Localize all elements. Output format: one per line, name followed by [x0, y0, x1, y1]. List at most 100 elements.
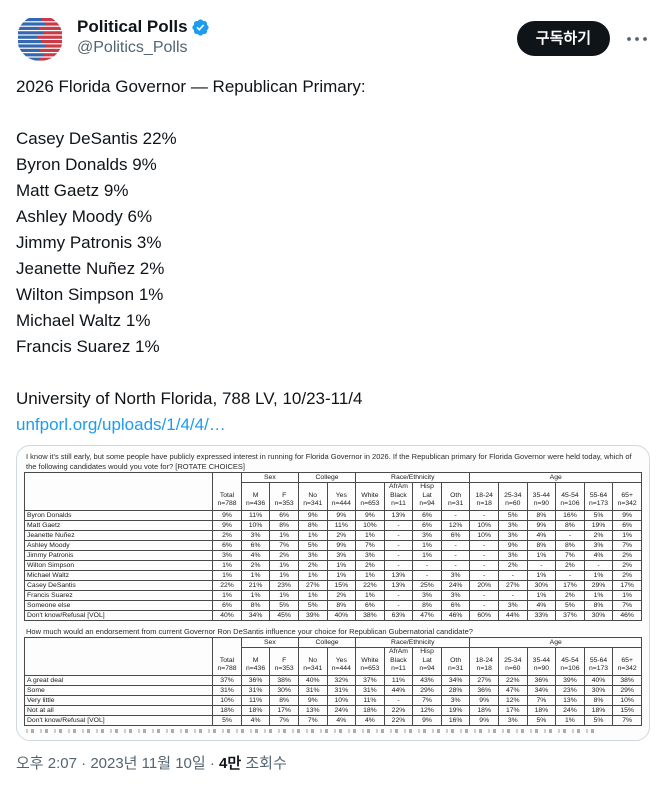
- separator-dot: ·: [81, 755, 87, 772]
- table-cell: Jimmy Patronis: [23, 549, 214, 561]
- table-cell: 23%: [555, 685, 585, 697]
- table-cell: 6%: [269, 509, 299, 521]
- table-cell: 12%: [440, 519, 471, 531]
- tweet-text-line: Wilton Simpson 1%: [16, 285, 164, 304]
- table-header-cell: Total n=788: [212, 637, 242, 677]
- table-row: Don't know/Refusal [VOL] 5% 4% 7% 7% 4% 4% 22% 9…: [23, 715, 642, 727]
- table-cell: -: [412, 559, 442, 571]
- table-cell: 5%: [212, 715, 242, 727]
- table-cell: 3%: [498, 519, 528, 531]
- table-cell: 7%: [355, 539, 385, 551]
- table-cell: -: [383, 589, 414, 601]
- table-cell: 15%: [326, 579, 357, 591]
- table-cell: 37%: [212, 675, 242, 687]
- table-cell: 1%: [412, 539, 442, 551]
- table-cell: 5%: [297, 539, 328, 551]
- avatar[interactable]: [16, 14, 64, 62]
- table-cell: -: [412, 569, 442, 581]
- poll-image-attachment[interactable]: I know it's still early, but some people…: [16, 445, 650, 741]
- table-cell: 1%: [297, 529, 328, 541]
- table-cell: 9%: [326, 509, 357, 521]
- table-header-cell: Age: [469, 472, 642, 483]
- table-cell: 8%: [326, 599, 357, 611]
- table-cell: -: [440, 549, 471, 561]
- table-cell: 3%: [412, 529, 442, 541]
- table-cell: 31%: [326, 685, 357, 697]
- table-cell: -: [498, 589, 528, 601]
- table-cell: 8%: [269, 519, 299, 531]
- tweet-post: Political Polls @Politics_Polls 구독하기 202…: [16, 14, 650, 772]
- table-cell: 20%: [469, 579, 499, 591]
- table-cell: 32%: [326, 675, 357, 687]
- table-cell: Don't know/Refusal [VOL]: [23, 609, 214, 621]
- table-row: Someone else 6% 8% 5% 5% 8% 6% -8% 6% -3% 4% 5% 8% 7%: [23, 599, 642, 611]
- table-cell: 8%: [526, 539, 557, 551]
- table-cell: 36%: [526, 675, 557, 687]
- table-cell: 4%: [355, 715, 385, 727]
- table-cell: 9%: [212, 509, 242, 521]
- table-cell: -: [469, 509, 499, 521]
- tweet-text-line: [16, 360, 650, 386]
- poll-source-link[interactable]: unfporl.org/uploads/1/4/4/…: [16, 415, 226, 434]
- table-cell: 3%: [498, 529, 528, 541]
- table-header-cell: 65+ n=342: [612, 482, 642, 511]
- table-row: Ashley Moody 6% 6% 7% 5% 9% 7% -1% - -9% 8% 8% 3% 7%: [23, 539, 642, 551]
- table-cell: 2%: [555, 589, 585, 601]
- post-date[interactable]: 2023년 11월 10일: [90, 755, 206, 772]
- table-cell: 17%: [612, 579, 642, 591]
- table-cell: 22%: [212, 579, 242, 591]
- table-cell: 46%: [612, 609, 642, 621]
- table-cell: 9%: [355, 509, 385, 521]
- table-header-cell: 35-44 n=90: [526, 647, 557, 677]
- political-polls-logo-icon: [17, 15, 63, 61]
- more-options-button[interactable]: [624, 33, 650, 45]
- table-cell: 27%: [297, 579, 328, 591]
- table-header-cell: Oth n=31: [440, 482, 471, 511]
- table-cell: 16%: [440, 715, 471, 727]
- table-cell: 2%: [326, 589, 357, 601]
- table-cell: 31%: [297, 685, 328, 697]
- table-cell: Someone else: [23, 599, 214, 611]
- table-cell: 7%: [269, 539, 299, 551]
- table-header-cell: [23, 637, 214, 677]
- table-cell: 6%: [440, 529, 471, 541]
- table-cell: 3%: [412, 589, 442, 601]
- post-time[interactable]: 오후 2:07: [16, 755, 77, 772]
- table-cell: 6%: [212, 599, 242, 611]
- table-cell: -: [469, 599, 499, 611]
- table-cell: 1%: [212, 569, 242, 581]
- table-cell: Casey DeSantis: [23, 579, 214, 591]
- user-handle[interactable]: @Politics_Polls: [77, 39, 188, 56]
- table-cell: 28%: [440, 685, 471, 697]
- subscribe-button[interactable]: 구독하기: [516, 21, 610, 56]
- table-cell: 1%: [240, 589, 271, 601]
- table-cell: 1%: [412, 549, 442, 561]
- table-cell: -: [498, 569, 528, 581]
- table-cell: 3%: [440, 589, 471, 601]
- table-cell: 13%: [555, 695, 585, 707]
- table-cell: 47%: [498, 685, 528, 697]
- table-cell: 63%: [383, 609, 414, 621]
- table-cell: 24%: [326, 705, 357, 717]
- table-cell: Michael Waltz: [23, 569, 214, 581]
- table-cell: 60%: [469, 609, 499, 621]
- table-cell: 31%: [240, 685, 271, 697]
- table-cell: 3%: [440, 695, 471, 707]
- table-cell: 15%: [612, 705, 642, 717]
- table-cell: 5%: [583, 715, 614, 727]
- table-row: Matt Gaetz 9% 10% 8% 8% 11% 10% -6% 12% 10% 3% 9% 8%…: [23, 519, 642, 531]
- table-header-cell: 35-44 n=90: [526, 482, 557, 511]
- table-row: Francis Suarez 1% 1% 1% 1% 2% 1% -3% 3% - -1% 2% 1% 1…: [23, 589, 642, 601]
- header-actions: 구독하기: [516, 14, 650, 56]
- table-cell: 18%: [240, 705, 271, 717]
- table-cell: 1%: [269, 559, 299, 571]
- table-header-cell: F n=353: [269, 647, 299, 677]
- cropped-text-sliver: [26, 729, 595, 734]
- display-name[interactable]: Political Polls: [77, 17, 188, 36]
- table-cell: 2%: [269, 549, 299, 561]
- table-header-cell: 55-64 n=173: [583, 482, 614, 511]
- table-header-cell: F n=353: [269, 482, 299, 511]
- table-cell: 1%: [269, 569, 299, 581]
- table-cell: 7%: [555, 549, 585, 561]
- table-cell: 11%: [383, 675, 414, 687]
